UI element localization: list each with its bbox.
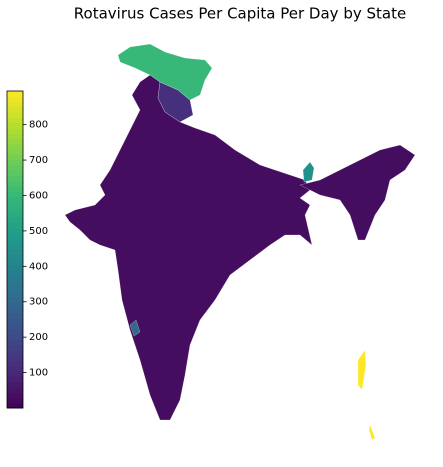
colorbar-segment [7,180,23,187]
colorbar-segment [7,201,23,208]
colorbar-segment [7,365,23,372]
colorbar-tick-label: 200 [29,332,48,343]
state-region [368,424,376,441]
colorbar-segment [7,159,23,166]
colorbar-segment [7,244,23,250]
colorbar-segment [7,149,23,155]
state-region [302,161,315,183]
colorbar-segment [7,381,23,388]
colorbar-segment [7,106,23,113]
colorbar-segment [7,164,23,171]
state-region [117,43,213,101]
colorbar-segment [7,275,23,282]
colorbar-segment [7,386,23,393]
colorbar-segment [7,270,23,277]
colorbar-segment [7,186,23,192]
colorbar-tick-label: 300 [29,297,48,308]
colorbar-segment [7,344,23,351]
colorbar-segment [7,223,23,229]
colorbar-segment [7,334,23,340]
colorbar-segment [7,328,23,335]
colorbar-segment [7,302,23,309]
colorbar-segment [7,254,23,261]
map [64,43,416,441]
colorbar-segment [7,170,23,177]
colorbar-tick-label: 400 [29,261,48,272]
colorbar-segment [7,312,23,319]
colorbar-segment [7,96,23,103]
colorbar-tick-label: 700 [29,155,48,166]
state-region [64,74,313,421]
colorbar-segment [7,101,23,108]
colorbar-segment [7,117,23,124]
colorbar-segment [7,154,23,161]
colorbar-segment [7,371,23,377]
colorbar-segment [7,212,23,219]
colorbar-tick-label: 500 [29,226,48,237]
colorbar-segment [7,286,23,293]
colorbar-segment [7,217,23,224]
colorbar-segment [7,260,23,266]
colorbar-tick-label: 800 [29,120,48,131]
colorbar-segment [7,349,23,356]
colorbar-segment [7,291,23,298]
colorbar-segment [7,402,23,409]
colorbar-segment [7,196,23,203]
colorbar-segment [7,138,23,145]
colorbar-segment [7,233,23,240]
colorbar-segment [7,360,23,367]
colorbar-segment [7,355,23,361]
colorbar-segment [7,207,23,214]
colorbar-segment [7,127,23,134]
colorbar-segment [7,191,23,198]
colorbar-segment [7,318,23,324]
colorbar-segment [7,249,23,256]
colorbar-segment [7,397,23,404]
colorbar-segment [7,297,23,303]
colorbar-segment [7,228,23,235]
state-region [299,144,416,241]
state-region [129,319,141,337]
colorbar-segment [7,133,23,140]
colorbar-segment [7,112,23,118]
colorbar-segment [7,238,23,245]
chart-title: Rotavirus Cases Per Capita Per Day by St… [74,5,406,23]
colorbar-tick-label: 600 [29,190,48,201]
colorbar-frame [6,90,24,409]
colorbar-segment [7,392,23,398]
colorbar-segment [7,265,23,272]
colorbar-segment [7,339,23,346]
colorbar-tick-label: 100 [29,368,48,379]
colorbar-segment [7,376,23,383]
colorbar-segment [7,122,23,129]
colorbar-segment [7,323,23,330]
colorbar-segment [7,307,23,314]
state-region [357,349,367,391]
colorbar-segment [7,143,23,150]
colorbar-segment [7,175,23,182]
colorbar-segment [7,281,23,287]
colorbar-segment [7,91,23,97]
